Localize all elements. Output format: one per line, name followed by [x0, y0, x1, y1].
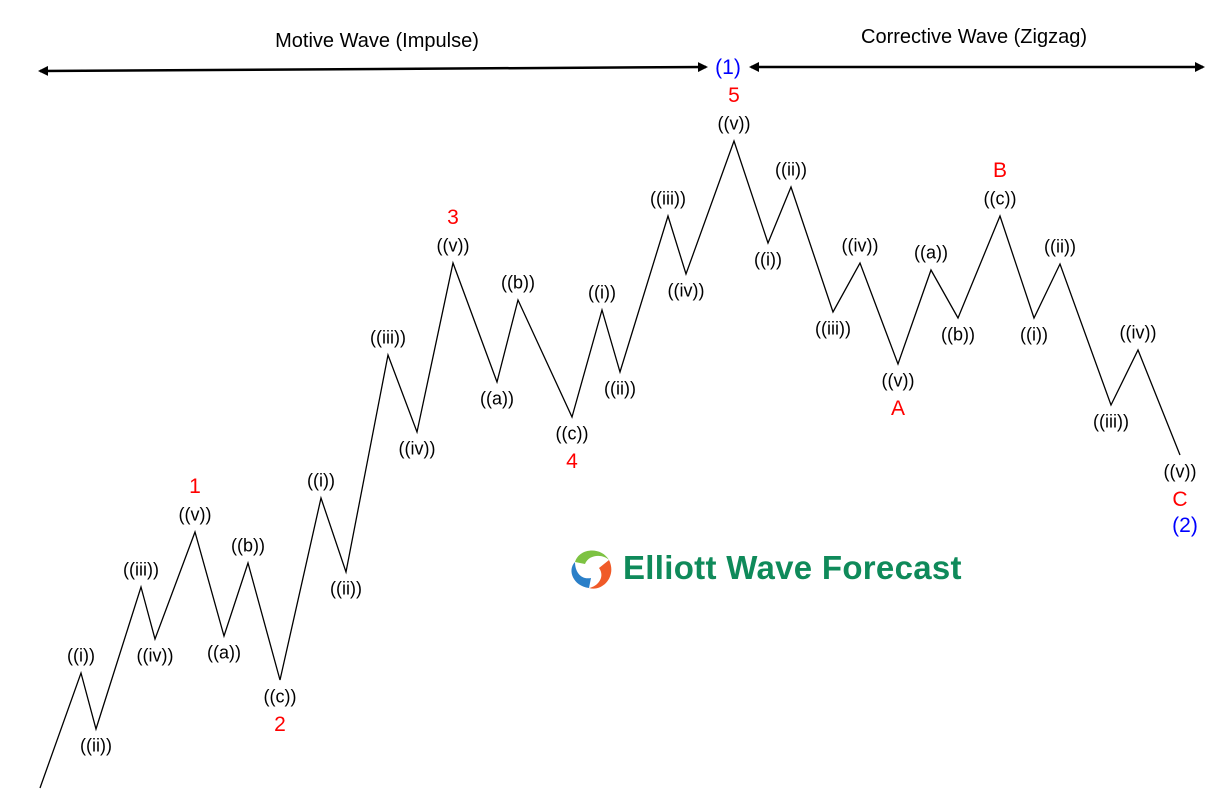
subwave-label: ((ii)) — [1044, 236, 1076, 257]
wave-2-label: (2) — [1172, 514, 1198, 537]
degree-wave-label: 3 — [447, 206, 459, 229]
subwave-label: ((c)) — [555, 423, 589, 444]
degree-wave-label: 5 — [728, 84, 740, 107]
subwave-label: ((ii)) — [775, 159, 807, 180]
subwave-label: ((ii)) — [330, 578, 362, 599]
subwave-label: ((b)) — [231, 535, 265, 556]
degree-wave-label: C — [1172, 488, 1188, 511]
subwave-label: ((iv)) — [136, 645, 174, 666]
logo-text: Elliott Wave Forecast — [623, 549, 962, 586]
corrective-wave-title: Corrective Wave (Zigzag) — [861, 26, 1087, 48]
subwave-label: ((v)) — [436, 235, 470, 256]
subwave-label: ((iii)) — [1093, 411, 1129, 432]
elliott-wave-forecast-logo: Elliott Wave Forecast — [567, 544, 962, 592]
subwave-label: ((i)) — [754, 249, 782, 270]
subwave-label: ((c)) — [263, 686, 297, 707]
subwave-label: ((v)) — [178, 504, 212, 525]
subwave-label: ((i)) — [307, 470, 335, 491]
degree-wave-label: B — [992, 159, 1008, 182]
degree-wave-label: A — [890, 397, 906, 420]
subwave-label: ((i)) — [67, 645, 95, 666]
wave-1-label: (1) — [715, 56, 741, 79]
subwave-label: ((i)) — [1020, 324, 1048, 345]
subwave-label: ((iv)) — [667, 280, 705, 301]
subwave-label: ((b)) — [941, 324, 975, 345]
subwave-label: ((a)) — [914, 242, 948, 263]
subwave-label: ((iii)) — [123, 559, 159, 580]
subwave-label: ((v)) — [1163, 461, 1197, 482]
subwave-label: ((iv)) — [1119, 322, 1157, 343]
subwave-label: ((i)) — [588, 282, 616, 303]
degree-wave-label: 1 — [189, 475, 201, 498]
subwave-label: ((iii)) — [815, 318, 851, 339]
motive-wave-title: Motive Wave (Impulse) — [275, 30, 479, 52]
degree-wave-label: 4 — [566, 450, 578, 473]
degree-wave-label: 2 — [274, 713, 286, 736]
wave-path — [39, 139, 1181, 789]
subwave-label: ((b)) — [501, 272, 535, 293]
subwave-label: ((a)) — [207, 642, 241, 663]
subwave-label: ((a)) — [480, 388, 514, 409]
swirl-logo-icon — [571, 550, 612, 589]
subwave-label: ((iii)) — [370, 327, 406, 348]
subwave-label: ((iv)) — [841, 235, 879, 256]
subwave-label: ((ii)) — [80, 735, 112, 756]
subwave-label: ((c)) — [983, 188, 1017, 209]
subwave-label: ((v)) — [717, 113, 751, 134]
subwave-label: ((v)) — [881, 370, 915, 391]
subwave-label: ((iii)) — [650, 188, 686, 209]
motive-wave-arrow — [38, 62, 708, 76]
subwave-label: ((ii)) — [604, 378, 636, 399]
subwave-label: ((iv)) — [398, 438, 436, 459]
